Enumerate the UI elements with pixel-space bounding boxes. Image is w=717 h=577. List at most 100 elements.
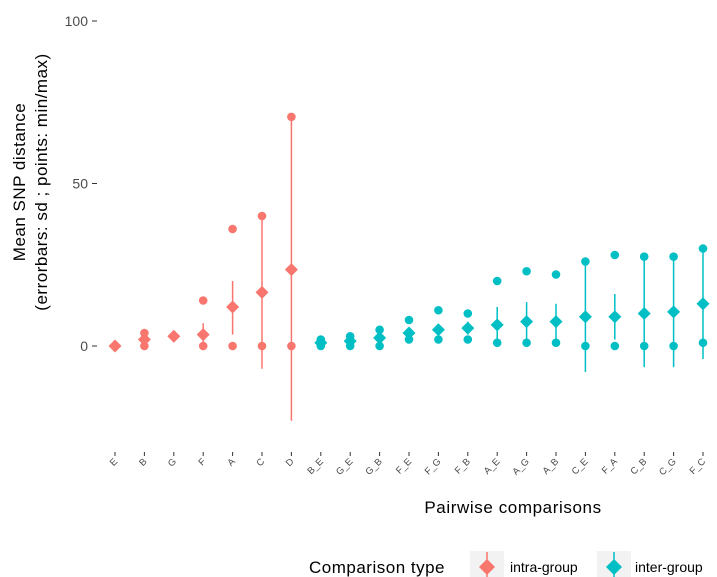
- legend-item-intra-group: intra-group: [470, 551, 578, 577]
- category-F_G: [431, 305, 445, 344]
- mean-diamond-B_E: [314, 336, 328, 350]
- x-tick-label-F_G: F_G: [423, 456, 444, 477]
- min-point-A_E: [492, 338, 502, 348]
- max-point-A_E: [492, 276, 502, 286]
- min-point-C_E: [581, 341, 590, 351]
- max-point-A_B: [551, 270, 561, 279]
- category-A_E: [490, 276, 504, 348]
- min-point-F_B: [463, 335, 473, 344]
- category-D: [284, 112, 298, 421]
- x-tick-label-G: G: [166, 456, 179, 469]
- x-tick-label-A_E: A_E: [482, 456, 502, 476]
- category-E: [108, 339, 122, 353]
- legend-title: Comparison type: [309, 558, 445, 577]
- x-tick-label-A_B: A_B: [541, 456, 561, 476]
- y-axis-title-line-2: (errorbars: sd ; points: min/max): [32, 53, 51, 310]
- max-point-G_B: [375, 325, 384, 335]
- legend-key-diamond-intra-group: [479, 559, 495, 575]
- category-G: [167, 329, 181, 343]
- legend-label-intra-group: intra-group: [510, 559, 578, 575]
- max-point-C: [257, 211, 267, 221]
- x-tick-label-F_B: F_B: [453, 456, 473, 476]
- legend-item-inter-group: inter-group: [597, 551, 703, 577]
- category-G_E: [343, 331, 357, 351]
- x-tick-label-F_E: F_E: [394, 456, 414, 476]
- min-point-F_C: [698, 338, 708, 348]
- category-F_E: [402, 315, 416, 344]
- category-F_B: [461, 309, 475, 344]
- x-tick-label-G_E: G_E: [334, 456, 355, 477]
- mean-diamond-G: [167, 329, 181, 343]
- mean-diamond-G_E: [343, 334, 357, 348]
- category-A: [226, 224, 240, 351]
- y-axis: 0 50 100: [65, 13, 97, 354]
- max-point-D: [287, 112, 296, 122]
- mean-diamond-A: [226, 300, 240, 314]
- min-point-C_B: [639, 341, 649, 351]
- category-A_B: [549, 270, 563, 348]
- min-point-G_B: [375, 341, 384, 351]
- x-tick-label-G_B: G_B: [363, 456, 384, 477]
- mean-diamond-C_B: [637, 307, 651, 320]
- max-point-F_G: [434, 305, 443, 315]
- category-A_G: [520, 266, 534, 348]
- x-tick-label-C_G: C_G: [657, 456, 679, 478]
- max-point-F_C: [698, 244, 708, 253]
- y-tick-label-100: 100: [65, 13, 89, 29]
- category-G_B: [373, 325, 387, 351]
- mean-diamond-E: [108, 339, 122, 353]
- max-point-A: [228, 224, 237, 234]
- category-F: [196, 296, 210, 351]
- y-axis-title-line-1: Mean SNP distance: [10, 103, 29, 261]
- mean-diamond-C_G: [667, 305, 681, 319]
- category-C: [255, 211, 269, 369]
- mean-diamond-F_A: [608, 310, 622, 324]
- min-point-A_G: [522, 338, 531, 348]
- mean-diamond-C: [255, 285, 269, 299]
- x-axis-title: Pairwise comparisons: [424, 498, 601, 517]
- plot-area: [108, 112, 710, 421]
- min-point-A_B: [551, 338, 561, 348]
- x-tick-label-C: C: [254, 456, 267, 469]
- mean-diamond-F_C: [696, 297, 710, 311]
- category-C_E: [578, 257, 592, 372]
- min-point-D: [287, 341, 296, 351]
- min-point-F: [198, 341, 208, 351]
- max-point-C_B: [639, 252, 649, 261]
- y-tick-label-0: 0: [80, 338, 88, 354]
- min-point-A: [228, 341, 237, 351]
- category-C_G: [667, 252, 681, 368]
- min-point-C_G: [669, 341, 678, 351]
- x-tick-label-B: B: [137, 456, 149, 468]
- max-point-F_A: [610, 250, 620, 260]
- max-point-C_G: [669, 252, 678, 261]
- x-tick-label-F_C: F_C: [688, 456, 709, 477]
- max-point-C_E: [581, 257, 590, 266]
- category-B_E: [314, 335, 328, 351]
- max-point-F_B: [463, 309, 473, 318]
- x-tick-label-D: D: [284, 456, 297, 469]
- max-point-F_E: [404, 315, 414, 325]
- mean-diamond-C_E: [578, 310, 592, 324]
- min-point-F_G: [434, 335, 443, 344]
- x-tick-label-F_A: F_A: [600, 456, 621, 477]
- mean-diamond-F: [196, 328, 210, 342]
- category-C_B: [637, 252, 651, 368]
- mean-diamond-B: [137, 333, 151, 346]
- legend-key-diamond-inter-group: [606, 559, 622, 575]
- mean-diamond-A_E: [490, 318, 504, 332]
- legend: Comparison type intra-group inter-group: [309, 551, 703, 577]
- mean-diamond-F_B: [461, 321, 475, 335]
- x-axis: E B G F A C D B_E G_E G_B F_E F_G F_B A_E A_G A_B C_E F_A…: [108, 452, 708, 478]
- x-tick-label-F: F: [196, 456, 208, 468]
- mean-diamond-D: [284, 263, 298, 277]
- x-tick-label-C_E: C_E: [570, 456, 591, 477]
- x-tick-label-C_B: C_B: [628, 456, 649, 477]
- mean-diamond-G_B: [373, 331, 387, 345]
- mean-diamond-A_B: [549, 315, 563, 329]
- x-tick-label-A_G: A_G: [510, 456, 531, 477]
- category-F_A: [608, 250, 622, 351]
- mean-diamond-F_G: [431, 323, 445, 337]
- y-tick-label-50: 50: [72, 176, 88, 192]
